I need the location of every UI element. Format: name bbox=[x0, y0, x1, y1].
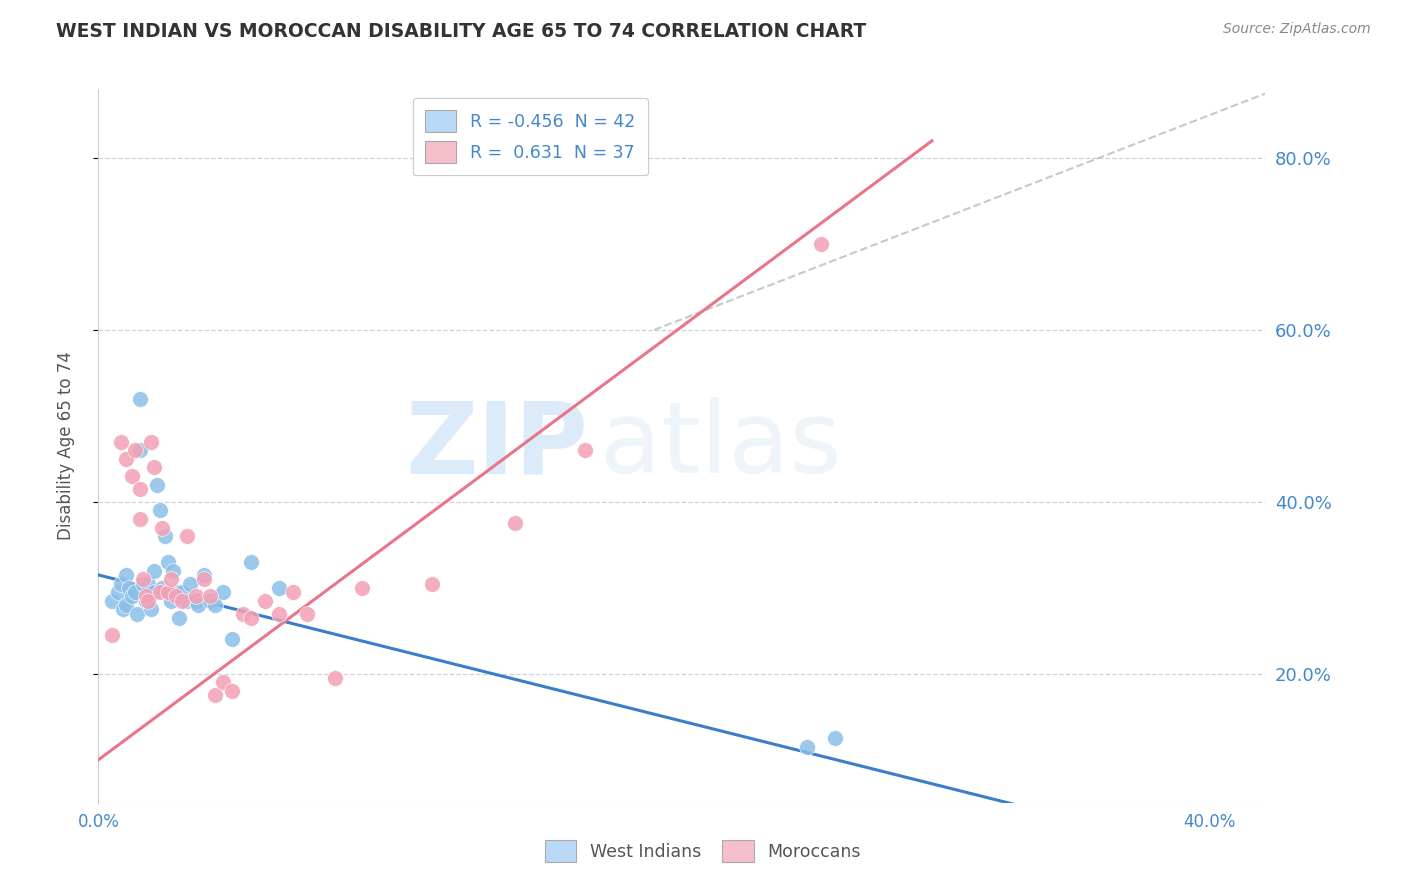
Point bbox=[352, 581, 374, 595]
Point bbox=[124, 443, 146, 458]
Point bbox=[254, 593, 277, 607]
Point bbox=[135, 593, 157, 607]
Point bbox=[796, 739, 818, 754]
Point bbox=[232, 607, 254, 621]
Point bbox=[129, 392, 152, 406]
Point bbox=[156, 585, 179, 599]
Point bbox=[115, 598, 138, 612]
Point bbox=[148, 585, 170, 599]
Point bbox=[212, 585, 235, 599]
Point bbox=[221, 684, 243, 698]
Point bbox=[170, 593, 193, 607]
Point bbox=[198, 590, 221, 604]
Point bbox=[159, 593, 181, 607]
Point bbox=[121, 590, 143, 604]
Point bbox=[150, 521, 173, 535]
Point bbox=[141, 602, 163, 616]
Point bbox=[295, 607, 318, 621]
Point bbox=[121, 469, 143, 483]
Point bbox=[132, 576, 155, 591]
Point bbox=[101, 628, 124, 642]
Point bbox=[193, 568, 215, 582]
Point bbox=[193, 572, 215, 586]
Point bbox=[141, 434, 163, 449]
Point bbox=[115, 568, 138, 582]
Point bbox=[503, 516, 526, 531]
Point bbox=[143, 585, 166, 599]
Point bbox=[420, 576, 443, 591]
Point bbox=[138, 576, 160, 591]
Point bbox=[170, 585, 193, 599]
Legend: R = -0.456  N = 42, R =  0.631  N = 37: R = -0.456 N = 42, R = 0.631 N = 37 bbox=[413, 98, 648, 176]
Point bbox=[204, 598, 226, 612]
Point bbox=[129, 512, 152, 526]
Point bbox=[240, 555, 263, 569]
Point bbox=[165, 590, 187, 604]
Point bbox=[323, 671, 346, 685]
Point bbox=[112, 602, 135, 616]
Point bbox=[187, 598, 209, 612]
Point bbox=[179, 576, 201, 591]
Point bbox=[240, 611, 263, 625]
Text: ZIP: ZIP bbox=[406, 398, 589, 494]
Point bbox=[176, 529, 198, 543]
Point bbox=[127, 607, 149, 621]
Point bbox=[118, 581, 141, 595]
Point bbox=[129, 443, 152, 458]
Point bbox=[148, 503, 170, 517]
Point bbox=[824, 731, 846, 746]
Point bbox=[156, 555, 179, 569]
Point bbox=[176, 593, 198, 607]
Point bbox=[156, 585, 179, 599]
Point bbox=[110, 434, 132, 449]
Legend: West Indians, Moroccans: West Indians, Moroccans bbox=[533, 828, 873, 874]
Point bbox=[574, 443, 596, 458]
Point bbox=[198, 593, 221, 607]
Point bbox=[184, 593, 207, 607]
Point bbox=[138, 593, 160, 607]
Point bbox=[153, 529, 176, 543]
Point bbox=[212, 675, 235, 690]
Point bbox=[110, 576, 132, 591]
Point bbox=[184, 590, 207, 604]
Point bbox=[810, 236, 832, 251]
Point bbox=[159, 572, 181, 586]
Point bbox=[143, 564, 166, 578]
Point bbox=[221, 632, 243, 647]
Point bbox=[132, 572, 155, 586]
Point bbox=[107, 585, 129, 599]
Point bbox=[115, 451, 138, 466]
Text: atlas: atlas bbox=[600, 398, 842, 494]
Point bbox=[143, 460, 166, 475]
Point bbox=[204, 689, 226, 703]
Point bbox=[129, 482, 152, 496]
Point bbox=[124, 585, 146, 599]
Point bbox=[101, 593, 124, 607]
Point bbox=[162, 564, 184, 578]
Text: WEST INDIAN VS MOROCCAN DISABILITY AGE 65 TO 74 CORRELATION CHART: WEST INDIAN VS MOROCCAN DISABILITY AGE 6… bbox=[56, 22, 866, 41]
Text: Source: ZipAtlas.com: Source: ZipAtlas.com bbox=[1223, 22, 1371, 37]
Point bbox=[150, 581, 173, 595]
Point bbox=[267, 607, 290, 621]
Point bbox=[146, 477, 169, 491]
Point bbox=[281, 585, 304, 599]
Point bbox=[165, 585, 187, 599]
Point bbox=[135, 590, 157, 604]
Point bbox=[167, 611, 190, 625]
Point bbox=[267, 581, 290, 595]
Y-axis label: Disability Age 65 to 74: Disability Age 65 to 74 bbox=[56, 351, 75, 541]
